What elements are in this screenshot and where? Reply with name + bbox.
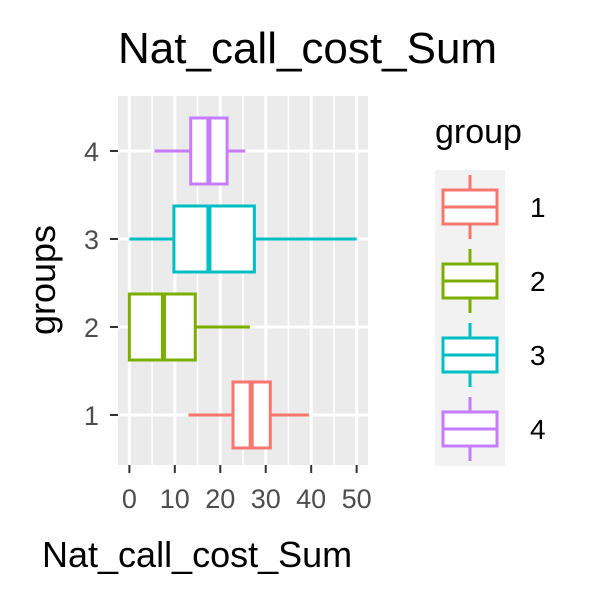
y-tick-label: 1 <box>84 401 99 431</box>
y-axis-title: groups <box>22 225 63 335</box>
legend-title: group <box>435 113 522 151</box>
x-tick-label: 40 <box>296 484 326 514</box>
y-tick-label: 3 <box>84 225 99 255</box>
x-axis-title: Nat_call_cost_Sum <box>42 534 352 575</box>
legend-label: 1 <box>530 192 546 223</box>
box <box>172 204 256 274</box>
x-tick-label: 10 <box>160 484 190 514</box>
boxplot-group-4 <box>154 116 246 186</box>
legend-label: 4 <box>530 414 546 445</box>
legend-item-2: 2 <box>435 244 546 318</box>
legend: 1 2 3 4 <box>435 170 546 466</box>
y-tick-label: 4 <box>84 137 99 167</box>
legend-item-4: 4 <box>435 392 546 466</box>
boxplot-group-2 <box>127 292 250 362</box>
boxplot-group-1 <box>188 380 309 450</box>
box-series <box>127 116 357 450</box>
axes: 0 10 20 30 40 50 1 2 3 4 <box>84 137 372 514</box>
x-tick-label: 30 <box>251 484 281 514</box>
x-tick-label: 0 <box>122 484 137 514</box>
legend-label: 2 <box>530 266 546 297</box>
chart-title: Nat_call_cost_Sum <box>118 24 497 73</box>
boxplot-group-3 <box>129 204 357 274</box>
y-tick-label: 2 <box>84 313 99 343</box>
x-tick-label: 50 <box>342 484 372 514</box>
x-tick-label: 20 <box>205 484 235 514</box>
legend-item-1: 1 <box>435 170 546 244</box>
legend-item-3: 3 <box>435 318 546 392</box>
legend-label: 3 <box>530 340 546 371</box>
